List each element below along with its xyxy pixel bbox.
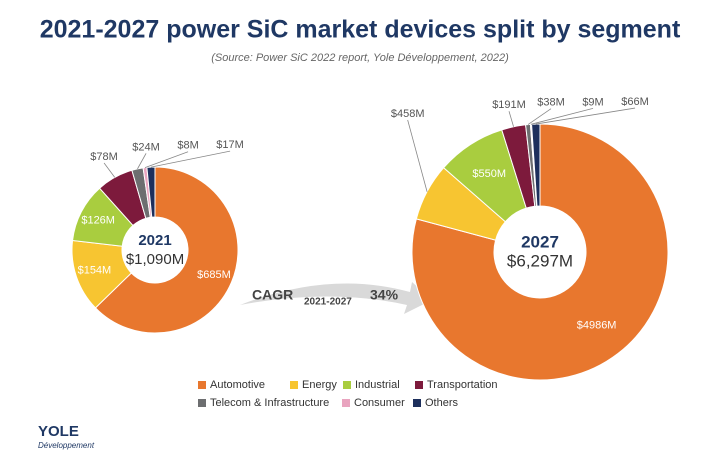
value-label: $154M bbox=[78, 265, 112, 277]
center-title: 2027 bbox=[521, 232, 559, 251]
legend-swatch bbox=[198, 381, 206, 389]
leader-line bbox=[508, 111, 514, 127]
value-label: $66M bbox=[621, 96, 649, 108]
leader-line bbox=[103, 162, 116, 178]
value-label: $4986M bbox=[577, 320, 617, 332]
center-total: $1,090M bbox=[126, 251, 184, 268]
leader-line bbox=[535, 107, 636, 125]
logo-name: YOLE bbox=[38, 423, 79, 440]
pie-slice bbox=[411, 123, 669, 381]
pie-slice bbox=[146, 166, 156, 218]
value-label: $126M bbox=[81, 214, 115, 226]
value-label: $38M bbox=[537, 97, 565, 109]
value-label: $550M bbox=[472, 168, 506, 180]
leader-line bbox=[530, 107, 594, 125]
value-label: $78M bbox=[90, 151, 118, 163]
legend-label: Industrial bbox=[355, 379, 400, 391]
chart-subtitle: (Source: Power SiC 2022 report, Yole Dév… bbox=[211, 52, 509, 64]
cagr-arrow bbox=[240, 282, 432, 314]
legend-swatch bbox=[290, 381, 298, 389]
leader-line bbox=[407, 119, 428, 192]
value-label: $191M bbox=[492, 99, 526, 111]
legend-label: Others bbox=[425, 397, 459, 409]
cagr-period: 2021-2027 bbox=[304, 297, 352, 308]
legend-label: Transportation bbox=[427, 379, 498, 391]
legend-label: Energy bbox=[302, 379, 337, 391]
value-label: $17M bbox=[216, 139, 244, 151]
logo-tagline: Développement bbox=[38, 441, 95, 450]
value-label: $9M bbox=[582, 96, 603, 108]
legend-label: Telecom & Infrastructure bbox=[210, 397, 329, 409]
value-label: $8M bbox=[177, 140, 198, 152]
leader-line bbox=[144, 151, 189, 168]
legend-swatch bbox=[342, 399, 350, 407]
legend-label: Consumer bbox=[354, 397, 405, 409]
center-hole bbox=[495, 207, 585, 297]
cagr-label: CAGR bbox=[252, 287, 293, 303]
legend-swatch bbox=[198, 399, 206, 407]
pie-slice bbox=[94, 166, 239, 334]
center-hole bbox=[123, 218, 187, 282]
leader-line bbox=[137, 153, 147, 170]
value-label: $685M bbox=[197, 269, 231, 281]
legend-swatch bbox=[343, 381, 351, 389]
legend-label: Automotive bbox=[210, 379, 265, 391]
leader-line bbox=[150, 150, 231, 168]
cagr-value: 34% bbox=[370, 287, 399, 303]
center-title: 2021 bbox=[138, 232, 171, 249]
center-total: $6,297M bbox=[507, 251, 573, 270]
legend-swatch bbox=[413, 399, 421, 407]
legend-swatch bbox=[415, 381, 423, 389]
value-label: $458M bbox=[391, 108, 425, 120]
leader-line bbox=[527, 108, 552, 125]
chart-title: 2021-2027 power SiC market devices split… bbox=[40, 16, 681, 44]
value-label: $24M bbox=[132, 141, 160, 153]
pie-slice bbox=[531, 123, 541, 207]
